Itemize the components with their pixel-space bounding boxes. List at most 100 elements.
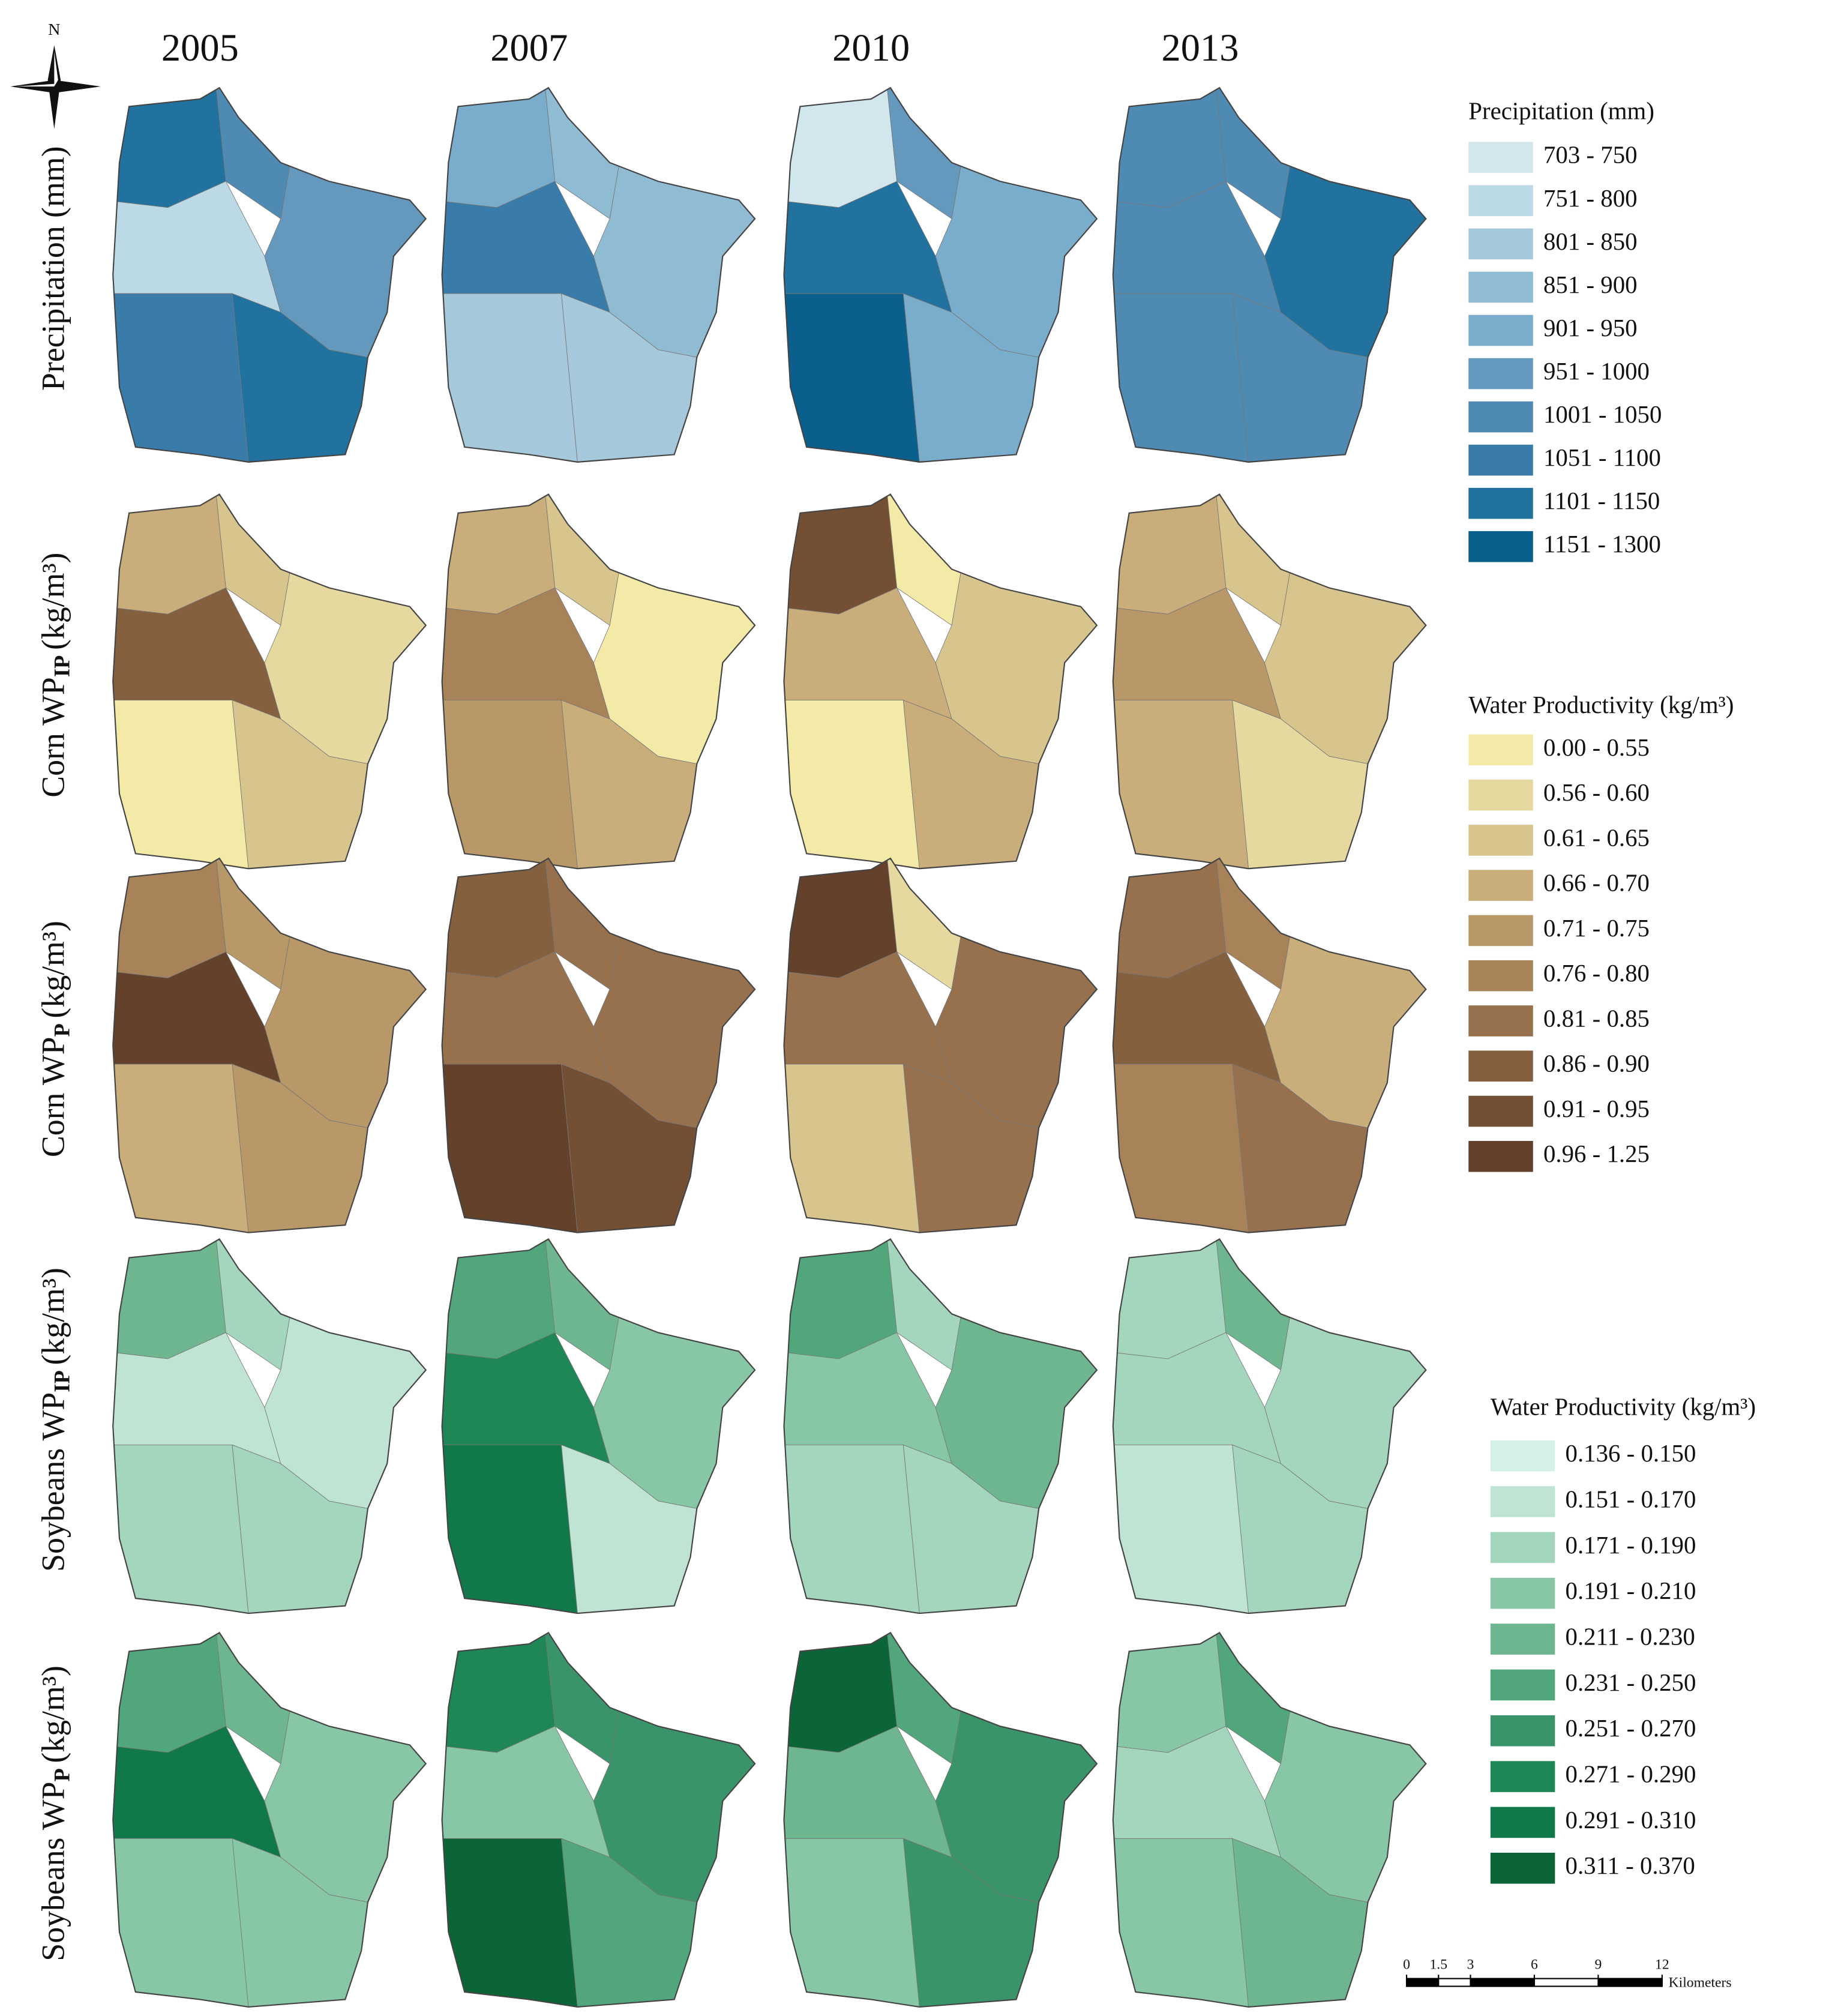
row-label: Precipitation (mm) — [35, 146, 71, 391]
subbasin — [784, 1444, 920, 1614]
year-label: 2007 — [490, 26, 568, 69]
watershed-map — [1113, 494, 1426, 869]
row-label-subscript: IP — [50, 1370, 74, 1392]
legend-label: 0.231 - 0.250 — [1566, 1669, 1696, 1696]
legend-swatch — [1468, 1095, 1533, 1127]
legend-label: 851 - 900 — [1543, 271, 1638, 298]
legend-label: 0.191 - 0.210 — [1566, 1577, 1696, 1604]
watershed-map — [1113, 1632, 1426, 2007]
watershed-outline — [1112, 1238, 1427, 1614]
row-label-text: Corn WP — [35, 677, 71, 798]
watershed-map — [113, 494, 426, 869]
legend-swatch — [1468, 915, 1533, 946]
watershed-map — [784, 88, 1097, 462]
legend-label: 0.56 - 0.60 — [1543, 779, 1650, 806]
subbasin — [784, 700, 920, 869]
watershed-outline — [112, 1631, 427, 2008]
row-label: Soybeans WPP (kg/m³) — [35, 1665, 74, 1961]
watershed-outline — [783, 86, 1098, 463]
subbasin — [442, 1064, 578, 1233]
legend-swatch — [1468, 314, 1533, 346]
legend-swatch — [1468, 401, 1533, 433]
watershed-map — [442, 88, 755, 462]
watershed-outline — [783, 493, 1098, 870]
legend-swatch — [1468, 1050, 1533, 1082]
legend-label: 0.91 - 0.95 — [1543, 1095, 1650, 1122]
year-label: 2005 — [161, 26, 239, 69]
legend-label: 0.136 - 0.150 — [1566, 1440, 1696, 1467]
north-label: N — [48, 20, 60, 39]
legend-swatch — [1468, 358, 1533, 390]
row-label-text: Corn WP — [35, 1037, 71, 1157]
legend-swatch — [1468, 734, 1533, 766]
legend-label: 0.66 - 0.70 — [1543, 870, 1650, 897]
watershed-outline — [112, 493, 427, 870]
watershed-outline — [441, 1238, 756, 1614]
legend-swatch — [1468, 779, 1533, 811]
legend-swatch — [1468, 487, 1533, 519]
watershed-map — [442, 494, 755, 869]
legend-swatch — [1490, 1669, 1555, 1701]
subbasin — [442, 1444, 578, 1614]
legend-swatch — [1490, 1715, 1555, 1747]
watershed-outline — [112, 86, 427, 463]
legend-label: 1151 - 1300 — [1543, 531, 1661, 558]
watershed-map — [784, 494, 1097, 869]
legend-label: 0.61 - 0.65 — [1543, 824, 1650, 851]
legend-label: 801 - 850 — [1543, 228, 1638, 255]
watershed-map — [784, 1239, 1097, 1614]
legend-label: 1051 - 1100 — [1543, 444, 1661, 471]
watershed-outline — [1112, 1631, 1427, 2008]
scale-label: 12 — [1655, 1957, 1669, 1973]
year-label: 2010 — [832, 26, 910, 69]
legend-swatch — [1468, 870, 1533, 901]
legend-title: Water Productivity (kg/m³) — [1468, 691, 1734, 718]
legend-swatch — [1468, 1005, 1533, 1037]
watershed-map — [113, 88, 426, 462]
legend-label: 0.311 - 0.370 — [1566, 1852, 1695, 1879]
legend-swatch — [1468, 1140, 1533, 1172]
subbasin — [1113, 1838, 1249, 2007]
subbasin — [113, 1064, 249, 1233]
watershed-outline — [783, 857, 1098, 1233]
watershed-outline — [112, 1238, 427, 1614]
legend-swatch — [1468, 960, 1533, 991]
watershed-map — [113, 858, 426, 1233]
watershed-outline — [112, 857, 427, 1233]
watershed-map — [784, 858, 1097, 1233]
legend-label: 703 - 750 — [1543, 142, 1638, 169]
scale-label: 3 — [1467, 1957, 1474, 1973]
legend-swatch — [1490, 1852, 1555, 1884]
compass: N — [10, 20, 101, 130]
watershed-map — [1113, 858, 1426, 1233]
legend-label: 0.81 - 0.85 — [1543, 1005, 1650, 1032]
watershed-map — [113, 1239, 426, 1614]
subbasin — [442, 700, 578, 869]
legend-label: 0.151 - 0.170 — [1566, 1485, 1696, 1512]
row-label-unit: (kg/m³) — [35, 1665, 71, 1763]
legend-swatch — [1490, 1807, 1555, 1838]
legend-label: 0.291 - 0.310 — [1566, 1807, 1696, 1834]
watershed-outline — [441, 493, 756, 870]
subbasin — [113, 700, 249, 869]
row-label-subscript: IP — [50, 655, 74, 678]
watershed-outline — [441, 857, 756, 1233]
subbasin — [784, 1838, 920, 2007]
legend-label: 0.71 - 0.75 — [1543, 915, 1650, 942]
legend-label: 0.211 - 0.230 — [1566, 1623, 1695, 1650]
legend-swatch — [1468, 142, 1533, 173]
legend-label: 0.86 - 0.90 — [1543, 1050, 1650, 1077]
scale-unit: Kilometers — [1669, 1975, 1732, 1991]
watershed-map — [1113, 1239, 1426, 1614]
legend-swatch — [1468, 825, 1533, 856]
legend-swatch — [1490, 1577, 1555, 1609]
watershed-map — [784, 1632, 1097, 2007]
row-label: Soybeans WPIP (kg/m³) — [35, 1268, 74, 1572]
legend-title: Precipitation (mm) — [1468, 98, 1654, 125]
legend-label: 901 - 950 — [1543, 314, 1638, 342]
subbasin — [1113, 700, 1249, 869]
watershed-outline — [1112, 493, 1427, 870]
subbasin — [113, 293, 249, 462]
